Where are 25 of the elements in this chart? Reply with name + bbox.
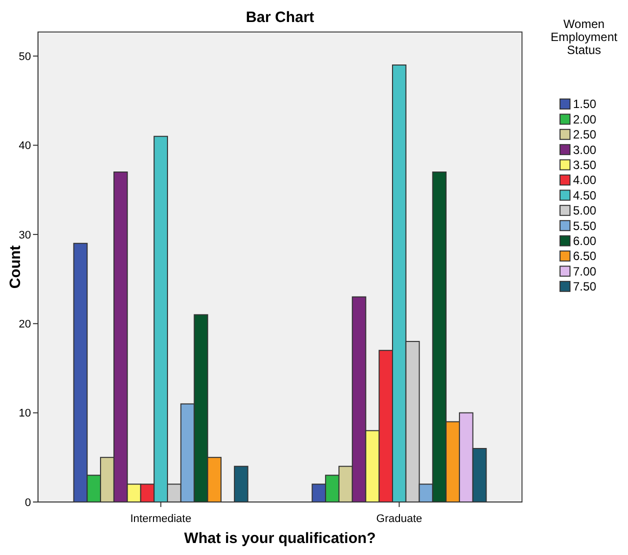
y-tick-label: 40 (18, 140, 31, 152)
y-tick-label: 50 (18, 50, 31, 63)
x-tick-label: Intermediate (130, 513, 192, 525)
legend-label: 4.50 (573, 188, 597, 202)
legend-label: 7.50 (573, 280, 597, 294)
y-tick-label: 0 (24, 496, 31, 509)
legend-title: Women Employment Status (550, 17, 618, 57)
legend-label: 5.50 (573, 218, 597, 233)
legend-label: 2.00 (573, 112, 597, 126)
x-tick-label: Graduate (376, 513, 422, 525)
legend-label: 1.50 (573, 97, 597, 112)
y-tick-label: 10 (18, 408, 31, 420)
legend-label: 3.00 (573, 142, 597, 157)
chart-title: Bar Chart (246, 9, 314, 26)
legend-label: 6.00 (573, 234, 597, 248)
legend-label: 3.50 (573, 158, 597, 172)
y-axis-title: Count (7, 245, 24, 289)
y-tick-label: 20 (18, 318, 31, 330)
legend-label: 2.50 (573, 128, 597, 142)
legend-label: 4.00 (573, 173, 597, 188)
y-tick-label: 30 (18, 229, 31, 242)
x-axis-title: What is your qualification? (184, 530, 376, 547)
legend-label: 5.00 (573, 204, 597, 218)
legend-label: 7.00 (573, 264, 597, 278)
legend-label: 6.50 (573, 249, 597, 264)
